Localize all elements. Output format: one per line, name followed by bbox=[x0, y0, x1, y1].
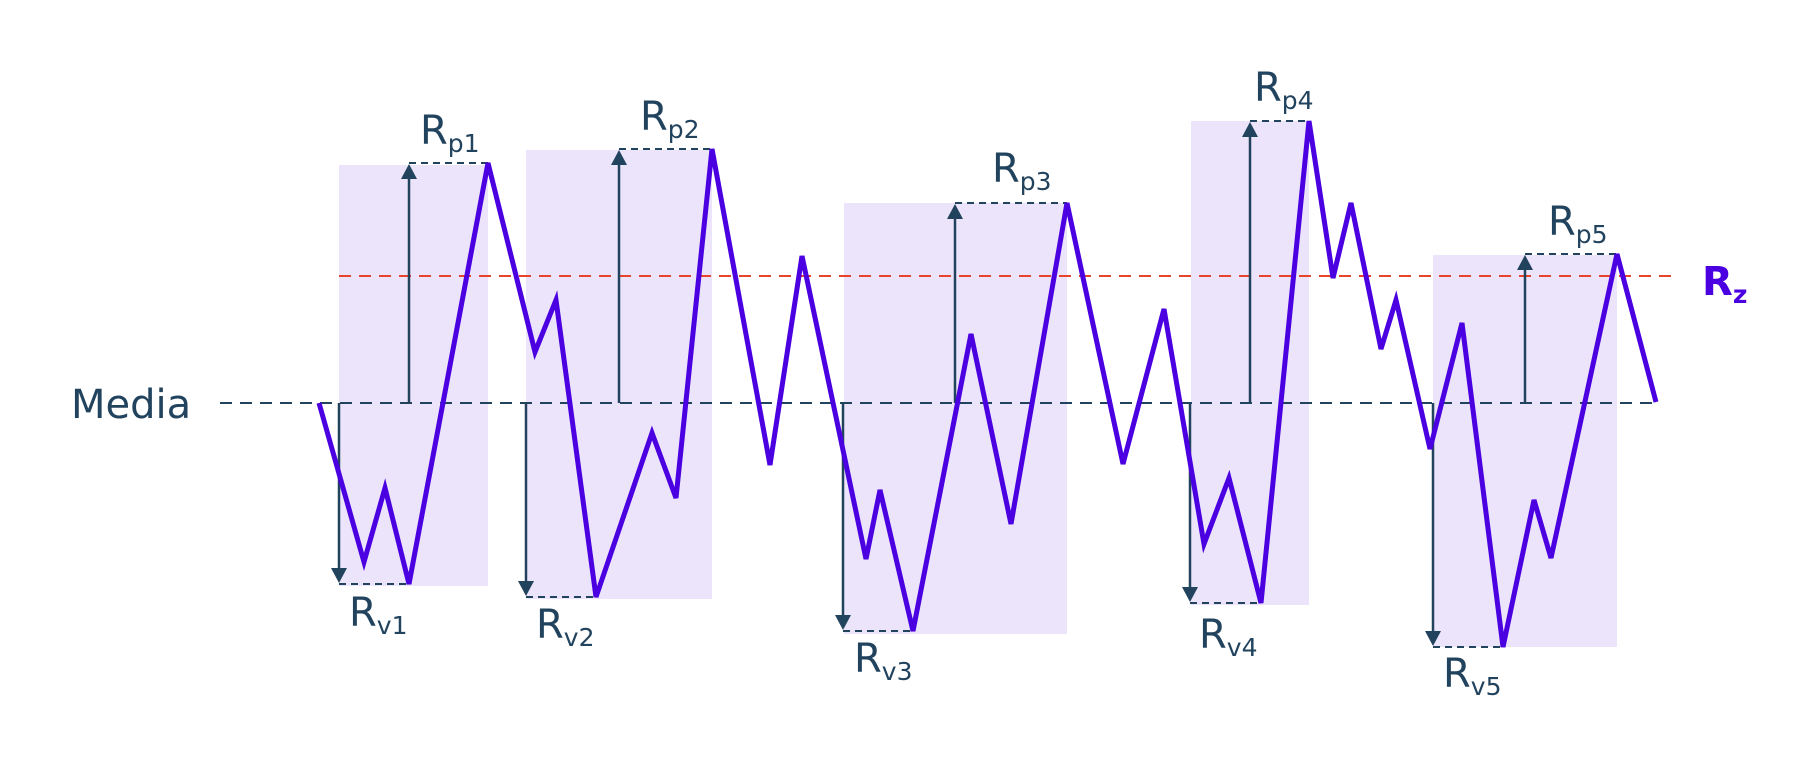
peak-label-4: Rp4 bbox=[1254, 65, 1314, 115]
arrow-up-icon bbox=[1242, 122, 1258, 137]
arrow-down-icon bbox=[1182, 587, 1198, 602]
sampling-band-1 bbox=[339, 165, 488, 586]
sampling-bands bbox=[339, 121, 1617, 647]
arrow-up-icon bbox=[947, 204, 963, 219]
arrow-down-icon bbox=[331, 568, 347, 583]
arrow-down-icon bbox=[835, 615, 851, 630]
valley-label-4: Rv4 bbox=[1199, 612, 1258, 662]
rz-label: Rz bbox=[1702, 259, 1747, 309]
arrow-up-icon bbox=[1517, 255, 1533, 270]
surface-profile-line bbox=[316, 120, 1659, 648]
peak-label-1: Rp1 bbox=[420, 108, 480, 158]
valley-label-1: Rv1 bbox=[349, 590, 408, 640]
valley-label-2: Rv2 bbox=[536, 602, 595, 652]
arrow-up-icon bbox=[611, 150, 627, 165]
peak-label-5: Rp5 bbox=[1548, 199, 1608, 249]
arrow-down-icon bbox=[1425, 631, 1441, 646]
valley-label-5: Rv5 bbox=[1443, 651, 1502, 701]
peak-label-2: Rp2 bbox=[640, 94, 700, 144]
valley-label-3: Rv3 bbox=[854, 636, 913, 686]
arrow-up-icon bbox=[401, 164, 417, 179]
mean-line-label: Media bbox=[71, 382, 191, 428]
arrow-down-icon bbox=[518, 581, 534, 596]
peak-label-3: Rp3 bbox=[992, 146, 1052, 196]
